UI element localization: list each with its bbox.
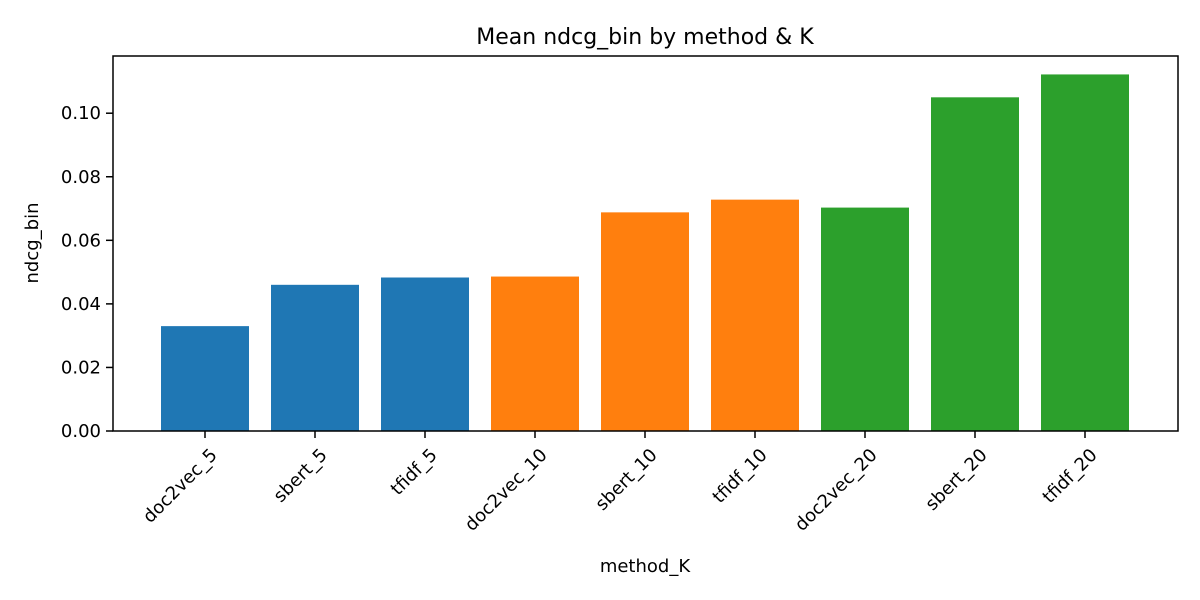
bar-doc2vec_5: [161, 326, 249, 431]
chart-title: Mean ndcg_bin by method & K: [476, 25, 814, 50]
bar-sbert_5: [271, 284, 359, 431]
bar-doc2vec_10: [491, 276, 579, 431]
bar-doc2vec_20: [821, 207, 909, 431]
bars-group: [161, 74, 1129, 432]
bar-sbert_10: [601, 212, 689, 431]
x-tick-label: doc2vec_10: [461, 445, 552, 536]
y-axis: 0.00 0.02 0.04 0.06 0.08 0.10: [61, 103, 113, 442]
bar-tfidf_20: [1041, 74, 1129, 432]
x-tick-label: sbert_20: [921, 445, 991, 515]
x-tick-label: tfidf_5: [387, 445, 442, 500]
x-axis-label: method_K: [600, 556, 692, 577]
y-tick-label: 0.08: [61, 167, 101, 188]
y-axis-label: ndcg_bin: [22, 203, 43, 284]
plot-frame: [112, 55, 1179, 432]
bar-tfidf_5: [381, 277, 469, 431]
x-tick-label: sbert_10: [591, 445, 661, 515]
x-tick-label: tfidf_20: [1039, 445, 1102, 508]
bar-sbert_20: [931, 97, 1019, 431]
y-tick-label: 0.10: [61, 103, 101, 124]
x-axis: doc2vec_5 sbert_5 tfidf_5 doc2vec_10 sbert_1…: [139, 431, 1102, 535]
bar-tfidf_10: [711, 199, 799, 431]
x-tick-label: tfidf_10: [709, 445, 772, 508]
y-tick-label: 0.06: [61, 230, 101, 251]
y-tick-label: 0.00: [61, 421, 101, 442]
x-tick-label: doc2vec_20: [791, 445, 882, 536]
x-tick-label: doc2vec_5: [139, 445, 222, 528]
x-tick-label: sbert_5: [270, 445, 332, 507]
y-tick-label: 0.04: [61, 294, 101, 315]
y-tick-label: 0.02: [61, 357, 101, 378]
